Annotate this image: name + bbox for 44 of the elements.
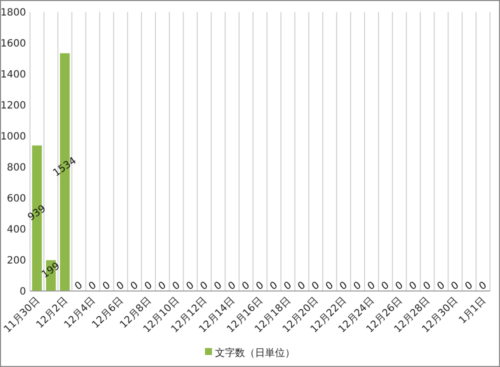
data-label: 0 — [184, 280, 196, 293]
y-tick-label: 1800 — [0, 8, 26, 18]
data-label: 0 — [114, 280, 127, 293]
data-label: 0 — [296, 280, 308, 293]
data-label: 0 — [170, 280, 182, 293]
data-label: 0 — [240, 280, 252, 293]
data-label: 0 — [324, 280, 336, 293]
y-tick-label: 1600 — [0, 38, 26, 50]
data-label: 0 — [394, 280, 406, 293]
y-tick-label: 600 — [6, 194, 26, 204]
data-label: 0 — [450, 280, 462, 293]
y-tick-label: 1200 — [0, 100, 26, 112]
x-tick-label: 1月1日 — [457, 295, 488, 326]
data-label: 0 — [73, 280, 85, 293]
data-label: 0 — [352, 280, 364, 293]
data-label: 0 — [268, 280, 280, 293]
data-label: 0 — [282, 280, 294, 293]
data-label: 0 — [310, 280, 322, 293]
data-label: 0 — [477, 280, 489, 293]
data-label: 0 — [380, 280, 392, 293]
y-tick-label: 1400 — [0, 70, 26, 80]
data-label: 0 — [226, 280, 238, 293]
y-tick-label: 1000 — [0, 132, 26, 142]
y-tick-label: 800 — [6, 162, 26, 174]
data-label: 0 — [338, 280, 350, 293]
data-label: 0 — [198, 280, 210, 293]
data-label: 0 — [366, 280, 378, 293]
data-label: 199 — [40, 260, 62, 281]
y-tick-label: 400 — [6, 224, 26, 236]
data-label: 0 — [142, 280, 154, 293]
data-label: 0 — [422, 280, 434, 293]
data-label: 0 — [463, 280, 475, 293]
data-label: 0 — [156, 280, 168, 293]
legend-label: 文字数（日単位） — [215, 347, 295, 359]
y-tick-label: 0 — [20, 286, 26, 298]
data-label: 0 — [101, 280, 113, 293]
data-label: 0 — [128, 280, 140, 293]
y-tick-label: 200 — [6, 256, 26, 266]
data-label: 0 — [87, 280, 99, 293]
data-label: 939 — [26, 203, 48, 224]
data-label: 0 — [436, 280, 448, 293]
data-label: 0 — [212, 280, 224, 293]
data-label: 0 — [254, 280, 266, 293]
data-label: 0 — [408, 280, 420, 293]
